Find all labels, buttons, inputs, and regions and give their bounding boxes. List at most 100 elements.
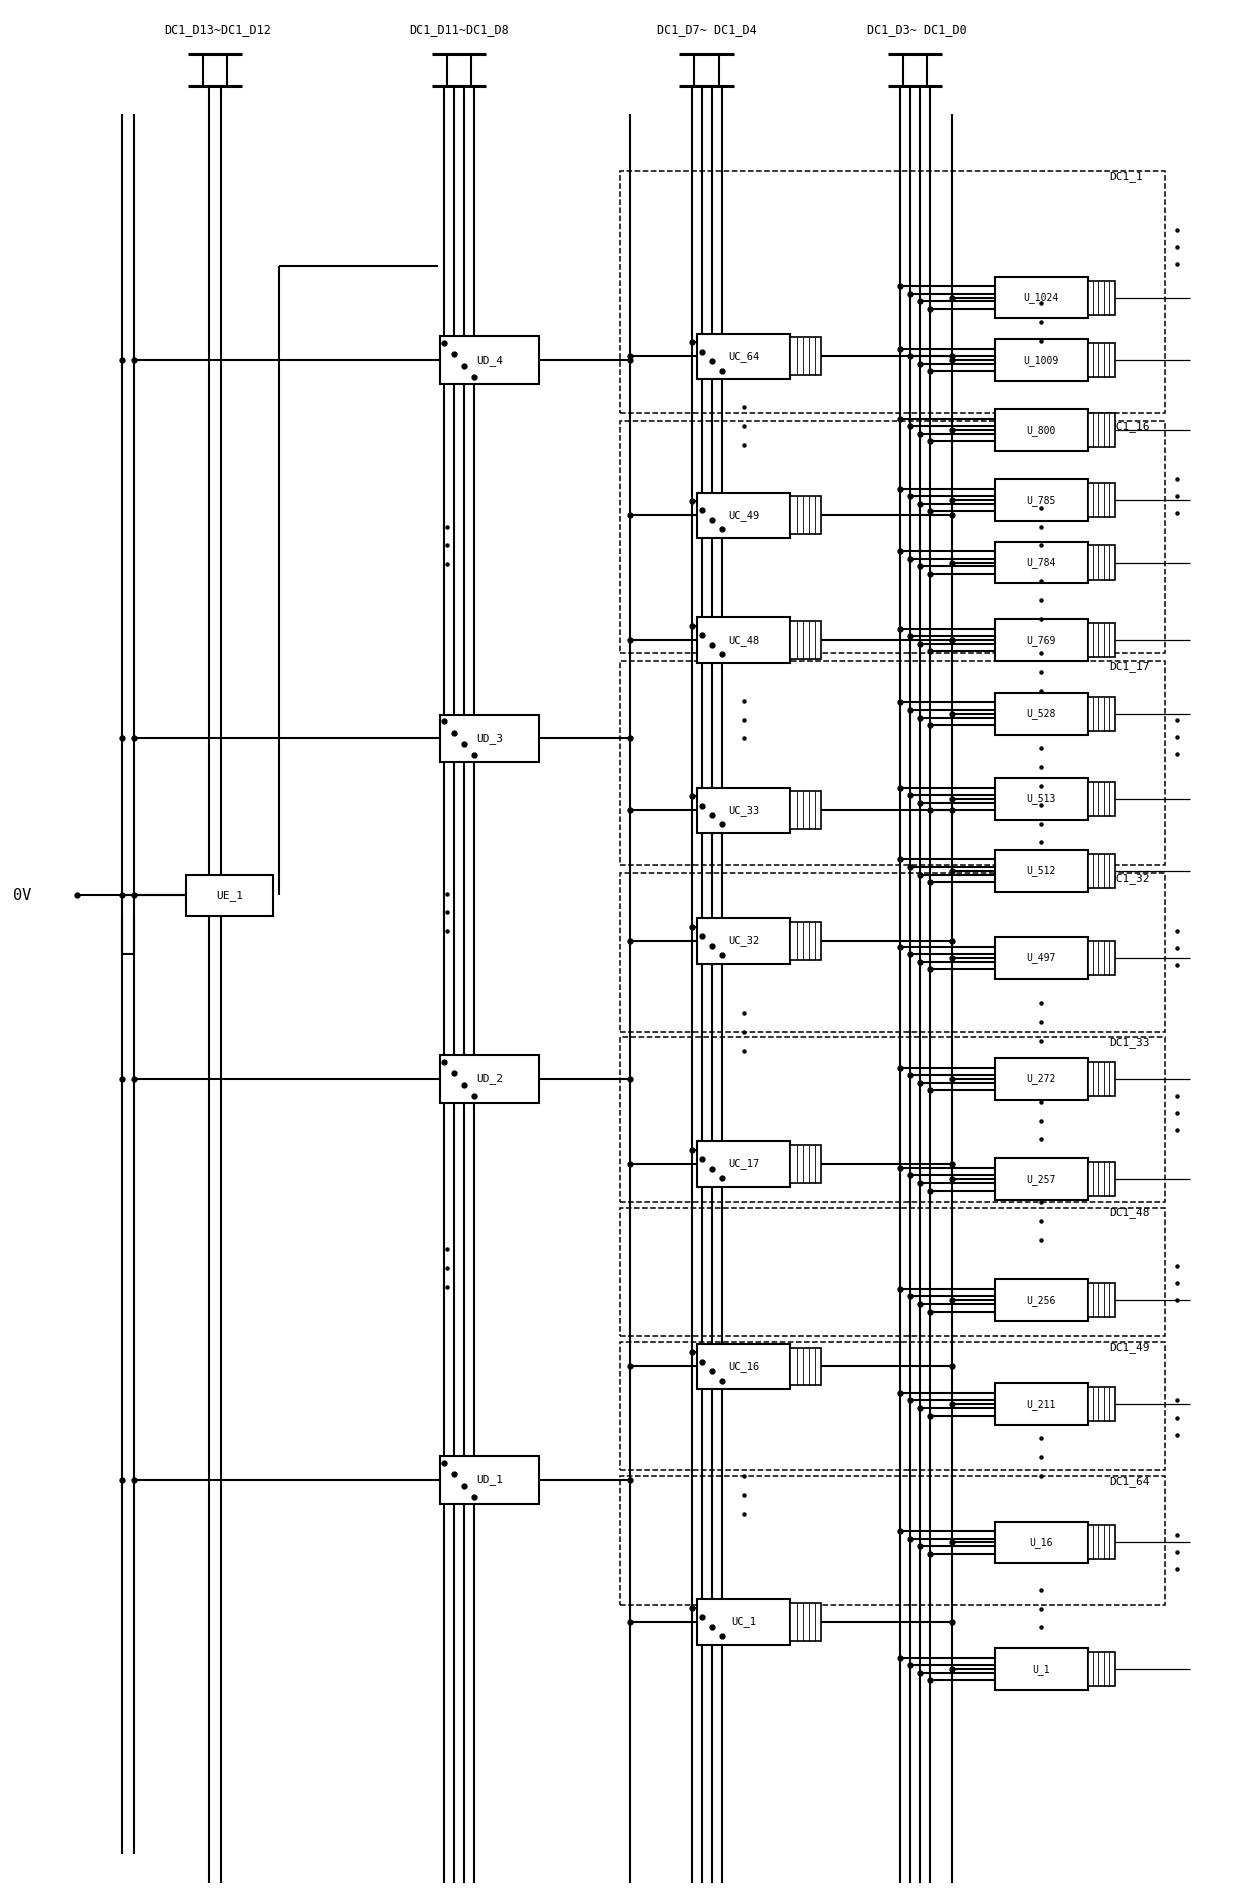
Text: U_769: U_769 [1027, 634, 1055, 646]
Bar [697, 1600, 790, 1645]
Bar [697, 918, 790, 964]
Bar [994, 937, 1087, 979]
Text: DC1_D13~DC1_D12: DC1_D13~DC1_D12 [164, 23, 270, 36]
Bar [994, 778, 1087, 820]
Bar [790, 922, 821, 960]
Text: DC1_64: DC1_64 [1110, 1477, 1149, 1488]
Text: DC1_33: DC1_33 [1110, 1037, 1149, 1049]
Bar [1087, 623, 1115, 657]
Text: UC_32: UC_32 [728, 935, 759, 946]
Bar [994, 1522, 1087, 1564]
Text: DC1_17: DC1_17 [1110, 661, 1149, 672]
Bar [620, 1037, 1166, 1202]
Bar [994, 339, 1087, 380]
Text: U_1009: U_1009 [1023, 354, 1059, 365]
Bar [790, 1348, 821, 1386]
Text: U_800: U_800 [1027, 424, 1055, 435]
Text: U_1024: U_1024 [1023, 292, 1059, 303]
Bar [1087, 483, 1115, 517]
Text: UC_16: UC_16 [728, 1361, 759, 1372]
Text: UC_17: UC_17 [728, 1159, 759, 1170]
Text: UD_1: UD_1 [476, 1475, 503, 1486]
Text: DC1_1: DC1_1 [1110, 170, 1143, 182]
Bar [1087, 1283, 1115, 1318]
Bar [1087, 1062, 1115, 1096]
Bar [697, 787, 790, 833]
Bar [994, 276, 1087, 318]
Text: UD_4: UD_4 [476, 354, 503, 365]
Text: DC1_32: DC1_32 [1110, 873, 1149, 884]
Text: U_528: U_528 [1027, 708, 1055, 719]
Bar [697, 333, 790, 379]
Bar [994, 1159, 1087, 1200]
Bar [1087, 1388, 1115, 1422]
Bar [994, 1649, 1087, 1690]
Text: UC_64: UC_64 [728, 350, 759, 362]
Bar [994, 541, 1087, 583]
Text: U_211: U_211 [1027, 1399, 1055, 1410]
Bar [1087, 343, 1115, 377]
Bar [620, 170, 1166, 413]
Text: DC1_D3~ DC1_D0: DC1_D3~ DC1_D0 [868, 23, 967, 36]
Text: U_272: U_272 [1027, 1073, 1055, 1085]
Bar [1087, 941, 1115, 975]
Text: DC1_D11~DC1_D8: DC1_D11~DC1_D8 [409, 23, 508, 36]
Bar [994, 1058, 1087, 1100]
Bar [697, 1344, 790, 1389]
Text: U_784: U_784 [1027, 557, 1055, 568]
Bar [1087, 782, 1115, 816]
Bar [440, 1054, 539, 1102]
Text: UE_1: UE_1 [216, 890, 243, 901]
Bar [1087, 697, 1115, 731]
Text: U_513: U_513 [1027, 793, 1055, 805]
Bar [790, 1603, 821, 1641]
Bar [1087, 854, 1115, 888]
Bar [1087, 1162, 1115, 1196]
Bar [994, 850, 1087, 892]
Bar [790, 1145, 821, 1183]
Bar [186, 875, 273, 916]
Bar [620, 661, 1166, 865]
Text: UD_3: UD_3 [476, 733, 503, 744]
Bar [620, 420, 1166, 653]
Bar [1087, 413, 1115, 447]
Text: U_256: U_256 [1027, 1295, 1055, 1306]
Text: UC_48: UC_48 [728, 634, 759, 646]
Bar [440, 337, 539, 384]
Bar [994, 693, 1087, 734]
Bar [697, 492, 790, 538]
Bar [994, 479, 1087, 521]
Bar [440, 716, 539, 763]
Bar [1087, 1653, 1115, 1687]
Bar [994, 1280, 1087, 1321]
Bar [620, 1342, 1166, 1471]
Text: U_512: U_512 [1027, 865, 1055, 876]
Bar [1087, 545, 1115, 579]
Text: UC_33: UC_33 [728, 805, 759, 816]
Text: UD_2: UD_2 [476, 1073, 503, 1085]
Bar [697, 1141, 790, 1187]
Bar [994, 619, 1087, 661]
Bar [790, 791, 821, 829]
Text: U_257: U_257 [1027, 1174, 1055, 1185]
Bar [994, 409, 1087, 451]
Bar [440, 1456, 539, 1503]
Bar [620, 873, 1166, 1032]
Text: DC1_48: DC1_48 [1110, 1208, 1149, 1219]
Text: U_497: U_497 [1027, 952, 1055, 964]
Text: UC_49: UC_49 [728, 509, 759, 521]
Bar [1087, 280, 1115, 314]
Text: DC1_49: DC1_49 [1110, 1342, 1149, 1353]
Bar [790, 496, 821, 534]
Bar [620, 1208, 1166, 1336]
Text: 0V: 0V [14, 888, 31, 903]
Text: U_1: U_1 [1033, 1664, 1050, 1675]
Text: U_785: U_785 [1027, 494, 1055, 505]
Text: UC_1: UC_1 [732, 1617, 756, 1628]
Bar [790, 337, 821, 375]
Bar [790, 621, 821, 659]
Bar [994, 1384, 1087, 1425]
Bar [620, 1477, 1166, 1605]
Text: U_16: U_16 [1029, 1537, 1053, 1548]
Bar [1087, 1526, 1115, 1560]
